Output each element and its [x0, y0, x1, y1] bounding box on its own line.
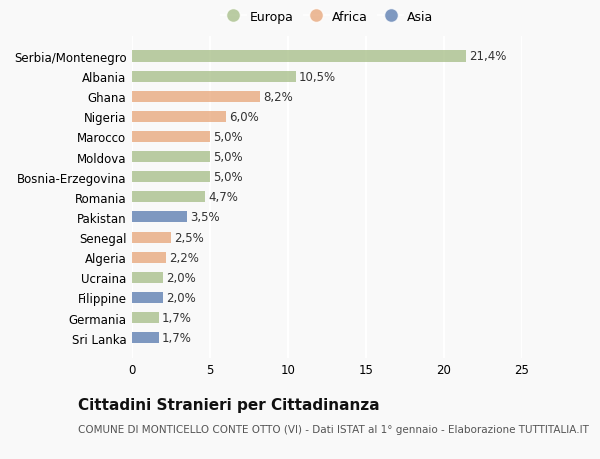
Bar — [132, 232, 171, 243]
Text: 2,0%: 2,0% — [166, 291, 196, 304]
Legend: Europa, Africa, Asia: Europa, Africa, Asia — [217, 7, 437, 27]
Bar — [132, 212, 187, 223]
Text: 1,7%: 1,7% — [161, 331, 191, 344]
Text: 2,0%: 2,0% — [166, 271, 196, 284]
Text: 5,0%: 5,0% — [213, 171, 243, 184]
Bar — [132, 292, 163, 303]
Bar — [132, 332, 158, 343]
Text: 5,0%: 5,0% — [213, 131, 243, 144]
Text: Cittadini Stranieri per Cittadinanza: Cittadini Stranieri per Cittadinanza — [78, 397, 380, 412]
Text: 1,7%: 1,7% — [161, 311, 191, 325]
Bar — [132, 312, 158, 323]
Text: COMUNE DI MONTICELLO CONTE OTTO (VI) - Dati ISTAT al 1° gennaio - Elaborazione T: COMUNE DI MONTICELLO CONTE OTTO (VI) - D… — [78, 425, 589, 435]
Text: 8,2%: 8,2% — [263, 90, 293, 103]
Text: 6,0%: 6,0% — [229, 111, 259, 123]
Bar — [132, 51, 466, 62]
Text: 2,2%: 2,2% — [169, 251, 199, 264]
Bar — [132, 192, 205, 203]
Bar — [132, 72, 296, 83]
Bar — [132, 252, 166, 263]
Text: 5,0%: 5,0% — [213, 151, 243, 164]
Text: 2,5%: 2,5% — [174, 231, 204, 244]
Bar — [132, 151, 210, 163]
Bar — [132, 172, 210, 183]
Bar — [132, 112, 226, 123]
Bar — [132, 132, 210, 143]
Text: 3,5%: 3,5% — [190, 211, 220, 224]
Bar — [132, 272, 163, 283]
Text: 10,5%: 10,5% — [299, 70, 336, 84]
Text: 21,4%: 21,4% — [469, 50, 506, 63]
Text: 4,7%: 4,7% — [208, 191, 238, 204]
Bar — [132, 91, 260, 102]
